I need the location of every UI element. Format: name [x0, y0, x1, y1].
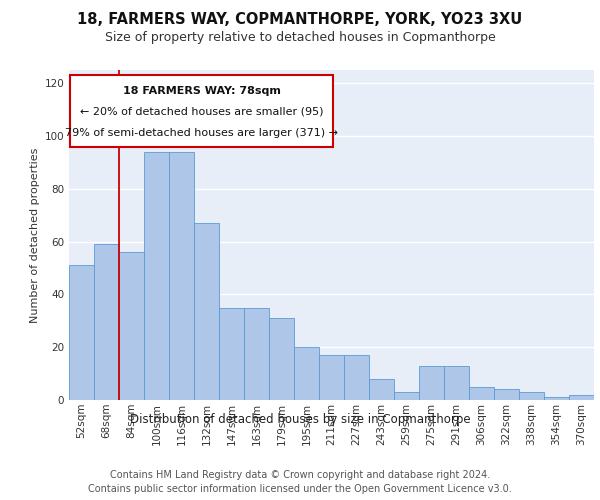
Bar	[144, 152, 169, 400]
Bar	[244, 308, 269, 400]
Bar	[469, 387, 494, 400]
Bar	[269, 318, 294, 400]
Bar	[419, 366, 444, 400]
Text: Distribution of detached houses by size in Copmanthorpe: Distribution of detached houses by size …	[130, 412, 470, 426]
Bar	[344, 355, 369, 400]
Bar	[394, 392, 419, 400]
Text: Contains public sector information licensed under the Open Government Licence v3: Contains public sector information licen…	[88, 484, 512, 494]
Bar	[569, 394, 594, 400]
Text: 18, FARMERS WAY, COPMANTHORPE, YORK, YO23 3XU: 18, FARMERS WAY, COPMANTHORPE, YORK, YO2…	[77, 12, 523, 28]
Bar	[69, 266, 94, 400]
Bar	[294, 347, 319, 400]
Bar	[444, 366, 469, 400]
Text: 79% of semi-detached houses are larger (371) →: 79% of semi-detached houses are larger (…	[65, 128, 338, 138]
Text: Contains HM Land Registry data © Crown copyright and database right 2024.: Contains HM Land Registry data © Crown c…	[110, 470, 490, 480]
Bar	[169, 152, 194, 400]
Y-axis label: Number of detached properties: Number of detached properties	[30, 148, 40, 322]
Bar	[94, 244, 119, 400]
Bar	[194, 223, 219, 400]
Text: ← 20% of detached houses are smaller (95): ← 20% of detached houses are smaller (95…	[80, 107, 323, 117]
Bar	[519, 392, 544, 400]
Bar	[494, 390, 519, 400]
FancyBboxPatch shape	[70, 76, 333, 146]
Bar	[369, 379, 394, 400]
Text: 18 FARMERS WAY: 78sqm: 18 FARMERS WAY: 78sqm	[122, 86, 280, 96]
Bar	[219, 308, 244, 400]
Bar	[319, 355, 344, 400]
Bar	[119, 252, 144, 400]
Text: Size of property relative to detached houses in Copmanthorpe: Size of property relative to detached ho…	[104, 31, 496, 44]
Bar	[544, 398, 569, 400]
